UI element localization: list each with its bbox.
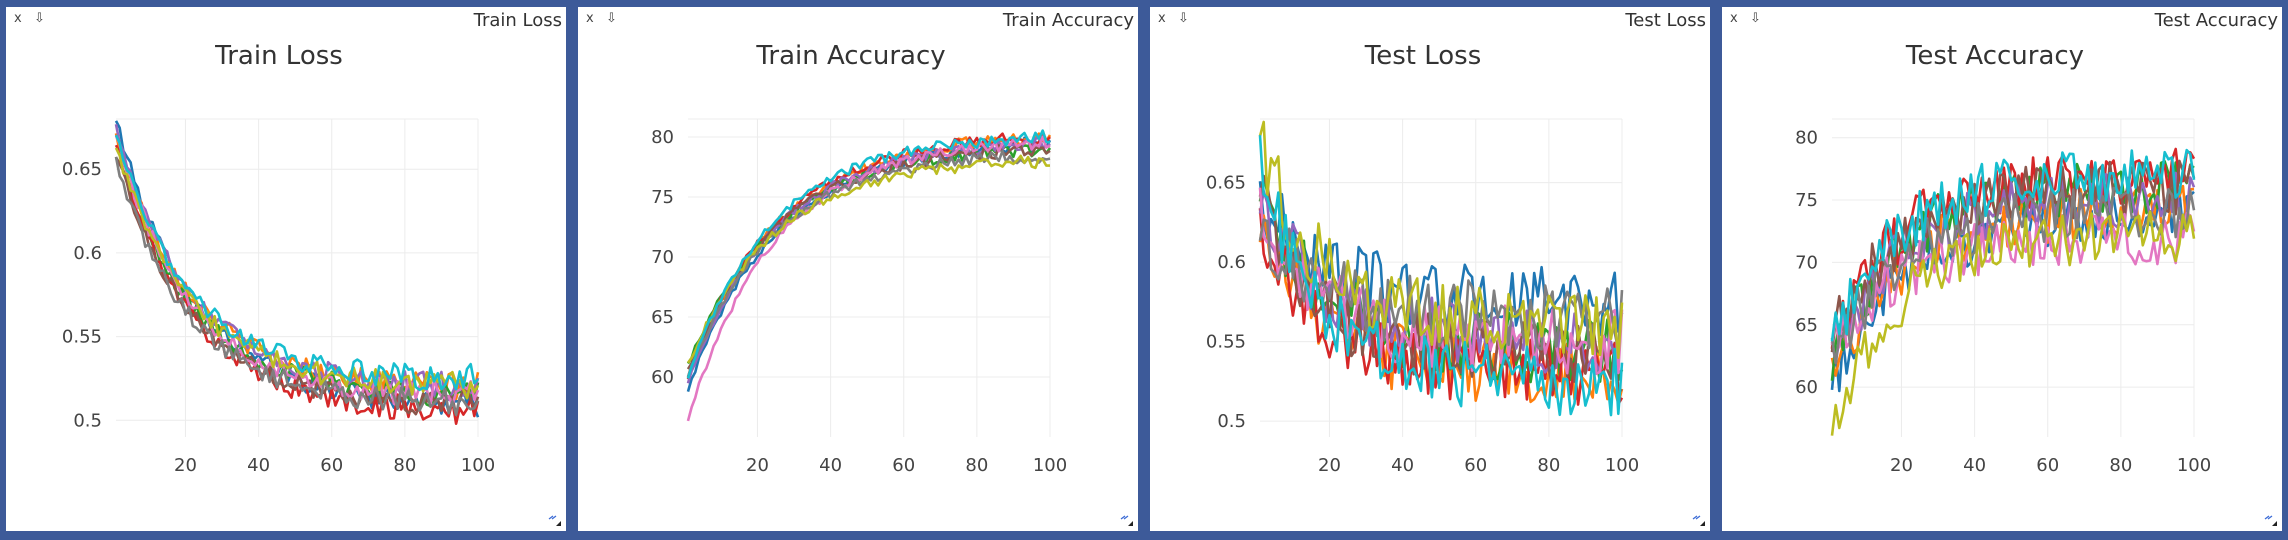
chart-window-2: x ⇩ Train Accuracy Train Accuracy 20 40 60 80 10…	[578, 7, 1138, 531]
series-line-9	[114, 147, 480, 400]
download-icon[interactable]: ⇩	[606, 11, 617, 26]
series-line-7	[686, 135, 1051, 422]
chart-plot: Test Accuracy 20 40 60 80 100 60 65 70 75 80	[1795, 41, 2211, 476]
y-tick-label: 0.55	[1206, 332, 1246, 353]
x-tick-label: 60	[892, 455, 915, 476]
window-title: Test Loss	[1625, 10, 1706, 31]
x-tick-label: 20	[746, 455, 769, 476]
y-tick-label: 70	[651, 247, 674, 268]
series-line-10	[114, 134, 479, 392]
series-line-6	[114, 156, 480, 417]
x-tick-label: 40	[247, 455, 270, 476]
chart-title: Test Accuracy	[1905, 41, 2084, 71]
x-tick-label: 60	[2036, 455, 2059, 476]
series-line-8	[1258, 218, 1624, 351]
x-tick-label: 40	[1963, 455, 1986, 476]
y-tick-label: 75	[651, 187, 674, 208]
resize-handle-icon[interactable]	[2264, 513, 2278, 527]
y-tick-label: 75	[1795, 190, 1818, 211]
window-title: Train Accuracy	[1002, 10, 1134, 31]
series-line-9	[1830, 210, 2196, 436]
y-tick-label: 0.6	[1217, 252, 1246, 273]
y-tick-label: 65	[651, 307, 674, 328]
y-tick-label: 0.65	[62, 159, 102, 180]
chart-window-1: x ⇩ Train Loss Train Loss 20 40 60 80 100 0.5 0.55…	[6, 7, 566, 531]
resize-handle-icon[interactable]	[1692, 513, 1706, 527]
x-tick-label: 20	[1318, 455, 1341, 476]
chart-plot: Test Loss 20 40 60 80 100 0.5 0.55 0.6 0.65	[1206, 41, 1639, 476]
download-icon[interactable]: ⇩	[1178, 11, 1189, 26]
chart-plot: Train Accuracy 20 40 60 80 100 60 65 70 75 80	[651, 41, 1067, 476]
x-tick-label: 40	[819, 455, 842, 476]
series-line-10	[1830, 148, 2196, 342]
x-tick-label: 20	[1890, 455, 1913, 476]
x-tick-label: 100	[1033, 455, 1067, 476]
chart-window-3: x ⇩ Test Loss Test Loss 20 40 60 80 100 0.5 0.55 0.…	[1150, 7, 1710, 531]
x-tick-label: 80	[1537, 455, 1560, 476]
y-tick-label: 0.55	[62, 327, 102, 348]
y-tick-label: 65	[1795, 315, 1818, 336]
series-line-9	[686, 154, 1050, 364]
y-tick-label: 80	[1795, 128, 1818, 149]
chart-title: Test Loss	[1364, 41, 1482, 71]
series-line-9	[1258, 120, 1624, 360]
x-tick-label: 60	[320, 455, 343, 476]
y-tick-label: 0.5	[1217, 411, 1246, 432]
window-title: Test Accuracy	[2154, 10, 2278, 31]
y-tick-label: 80	[651, 127, 674, 148]
x-tick-label: 60	[1464, 455, 1487, 476]
chart-plot: Train Loss 20 40 60 80 100 0.5 0.55 0.6 0.65	[62, 41, 495, 476]
chart-title: Train Loss	[214, 41, 343, 71]
series-line-8	[114, 156, 480, 417]
chart-window-4: x ⇩ Test Accuracy Test Accuracy 20 40 60 80 100 6…	[1722, 7, 2282, 531]
x-tick-label: 80	[393, 455, 416, 476]
resize-handle-icon[interactable]	[1120, 513, 1134, 527]
window-title: Train Loss	[473, 10, 562, 31]
y-tick-label: 60	[651, 367, 674, 388]
series-line-7	[1830, 212, 2196, 349]
y-tick-label: 0.65	[1206, 173, 1246, 194]
x-tick-label: 40	[1391, 455, 1414, 476]
y-tick-label: 0.5	[73, 410, 102, 431]
chart-title: Train Accuracy	[755, 41, 945, 71]
x-tick-label: 100	[461, 455, 495, 476]
x-tick-label: 100	[1605, 455, 1639, 476]
close-icon[interactable]: x	[1158, 11, 1166, 26]
series-line-10	[686, 129, 1051, 379]
close-icon[interactable]: x	[586, 11, 594, 26]
x-tick-label: 20	[174, 455, 197, 476]
close-icon[interactable]: x	[14, 11, 22, 26]
resize-handle-icon[interactable]	[548, 513, 562, 527]
x-tick-label: 80	[2109, 455, 2132, 476]
download-icon[interactable]: ⇩	[1750, 11, 1761, 26]
x-tick-label: 100	[2177, 455, 2211, 476]
series-line-8	[686, 149, 1051, 378]
y-tick-label: 70	[1795, 252, 1818, 273]
close-icon[interactable]: x	[1730, 11, 1738, 26]
x-tick-label: 80	[965, 455, 988, 476]
y-tick-label: 60	[1795, 377, 1818, 398]
y-tick-label: 0.6	[73, 243, 102, 264]
series-line-10	[1258, 135, 1624, 417]
series-line-8	[1830, 186, 2196, 365]
download-icon[interactable]: ⇩	[34, 11, 45, 26]
